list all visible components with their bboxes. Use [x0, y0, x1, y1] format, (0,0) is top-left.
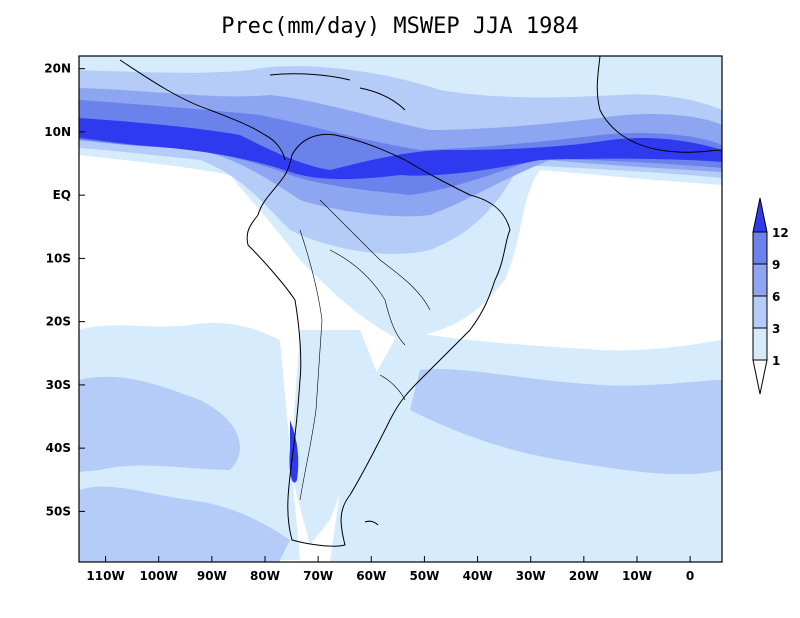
precip-band-3-6-south-pacific	[79, 376, 240, 472]
lat-tick-label: 10S	[46, 251, 71, 265]
country-borders	[299, 199, 431, 501]
brazil-border	[319, 199, 431, 311]
precip-band-1-3-patagonia	[290, 330, 380, 545]
lat-tick-label: EQ	[53, 188, 71, 202]
precip-band-3-6-south-atlantic	[410, 368, 722, 475]
bolivia-paraguay-border	[329, 249, 406, 346]
lon-tick-label: 50W	[409, 569, 439, 583]
colorbar-segment	[752, 231, 768, 265]
lat-tick-label: 50S	[46, 504, 71, 518]
colorbar-top-arrow	[752, 197, 768, 233]
andes-border	[299, 229, 323, 501]
central-america-coastline	[119, 59, 286, 161]
lon-tick-label: 100W	[140, 569, 178, 583]
colorbar: 12 9 6 3 1	[752, 197, 789, 395]
uruguay-border	[379, 374, 406, 401]
lon-tick-label: 20W	[569, 569, 599, 583]
lat-tick-label: 40S	[46, 441, 71, 455]
precip-band-9-12-itcz	[79, 100, 722, 195]
lat-tick-label: 30S	[46, 378, 71, 392]
precip-band-above-12-itcz	[79, 118, 722, 180]
lat-tick-label: 20N	[44, 62, 71, 76]
lon-tick-label: 10W	[622, 569, 652, 583]
colorbar-segment	[752, 263, 768, 297]
lon-tick-label: 60W	[356, 569, 386, 583]
colorbar-label: 1	[772, 354, 780, 368]
falkland-islands	[364, 520, 379, 526]
colorbar-segment	[752, 295, 768, 329]
africa-coastline	[596, 56, 722, 153]
colorbar-label: 9	[772, 258, 780, 272]
map-frame	[78, 55, 723, 563]
south-america-coastline	[246, 133, 511, 547]
colorbar-label: 3	[772, 322, 780, 336]
latitude-axis: 20N 10N EQ 10S 20S 30S 40S 50S	[44, 62, 85, 518]
lon-tick-label: 70W	[303, 569, 333, 583]
colorbar-label: 12	[772, 226, 789, 240]
precip-field	[79, 56, 722, 562]
colorbar-bottom-arrow	[752, 359, 768, 395]
lon-tick-label: 110W	[86, 569, 124, 583]
colorbar-label: 6	[772, 290, 780, 304]
colorbar-segment	[752, 327, 768, 361]
coastlines	[119, 56, 722, 547]
lon-tick-label: 80W	[250, 569, 280, 583]
lon-tick-label: 90W	[197, 569, 227, 583]
lat-tick-label: 20S	[46, 315, 71, 329]
lat-tick-label: 10N	[44, 125, 71, 139]
longitude-axis: 110W 100W 90W 80W 70W 60W 50W 40W 30W 20W 10W 0	[86, 556, 694, 583]
lon-tick-label: 40W	[463, 569, 493, 583]
precip-band-above-12-andes	[289, 420, 299, 483]
lon-tick-label: 30W	[516, 569, 546, 583]
map-title: Prec(mm/day) MSWEP JJA 1984	[221, 14, 579, 39]
lon-tick-label: 0	[686, 569, 694, 583]
caribbean-islands	[269, 73, 406, 111]
precip-band-3-6-patagonia	[79, 486, 290, 562]
